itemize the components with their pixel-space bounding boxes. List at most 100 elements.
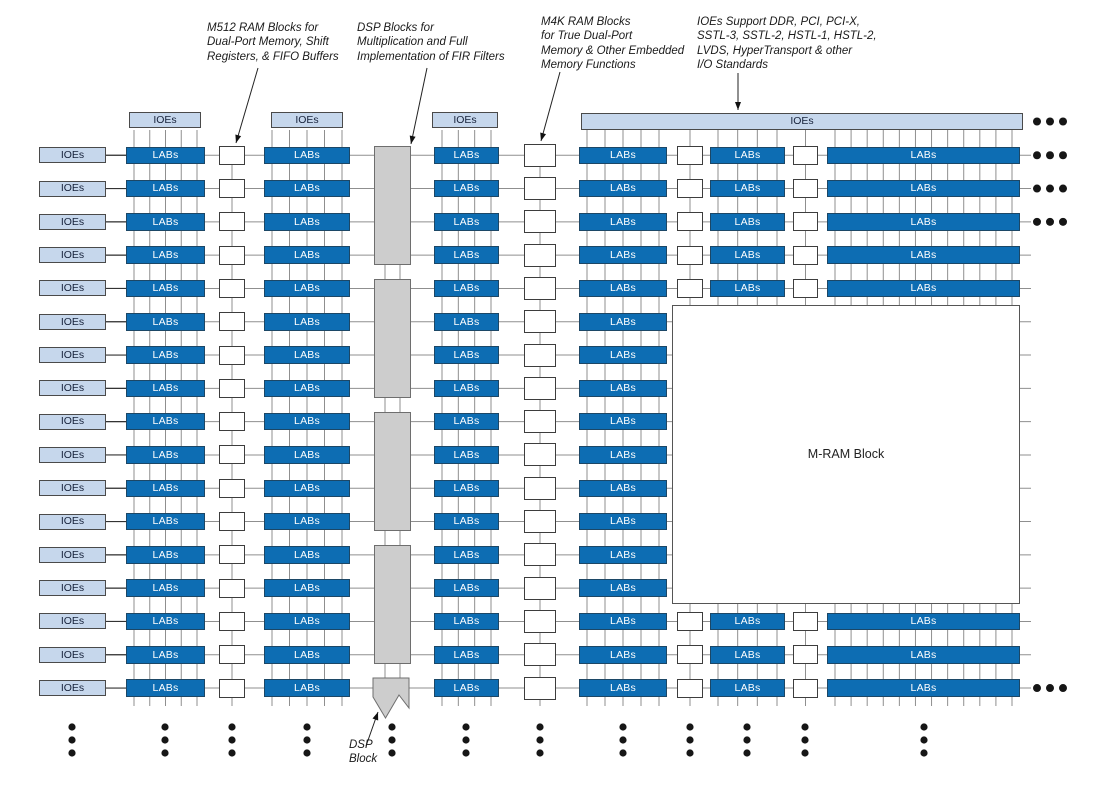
continuation-dot bbox=[536, 749, 544, 757]
dsp-block bbox=[374, 145, 411, 265]
dsp-block bbox=[374, 411, 411, 532]
lab-block: LABs bbox=[264, 479, 350, 497]
lab-block: LABs bbox=[579, 313, 667, 331]
m512-ram-block bbox=[219, 145, 245, 165]
lab-block: LABs bbox=[264, 512, 350, 531]
continuation-dot bbox=[1059, 117, 1067, 126]
lab-block: LABs bbox=[579, 213, 667, 231]
ioe-block: IOEs bbox=[39, 680, 106, 697]
m512-ram-block bbox=[793, 179, 818, 199]
lab-block: LABs bbox=[126, 179, 205, 198]
continuation-dot bbox=[1046, 151, 1054, 160]
m512-ram-block bbox=[677, 212, 703, 232]
m4k-ram-block bbox=[524, 643, 556, 667]
continuation-dot bbox=[619, 736, 627, 744]
lab-block: LABs bbox=[434, 479, 499, 497]
lab-block: LABs bbox=[434, 679, 499, 697]
m512-ram-block bbox=[219, 412, 245, 432]
lab-block: LABs bbox=[264, 313, 350, 331]
continuation-dot bbox=[920, 723, 928, 731]
continuation-dot bbox=[686, 749, 694, 757]
continuation-dot bbox=[462, 723, 470, 731]
ioe-block: IOEs bbox=[39, 546, 106, 563]
m512-ram-block bbox=[793, 278, 818, 298]
continuation-dot bbox=[303, 736, 311, 744]
lab-block: LABs bbox=[264, 412, 350, 431]
continuation-dot bbox=[743, 736, 751, 744]
continuation-dot bbox=[1033, 117, 1041, 126]
dsp-block-pointer-label: DSP Block bbox=[349, 739, 378, 766]
continuation-dot bbox=[161, 736, 169, 744]
lab-block: LABs bbox=[264, 146, 350, 164]
continuation-dot bbox=[68, 749, 76, 757]
lab-block: LABs bbox=[264, 612, 350, 631]
m512-ram-block bbox=[219, 512, 245, 532]
lab-block: LABs bbox=[579, 146, 667, 164]
continuation-dot bbox=[161, 749, 169, 757]
lab-block: LABs bbox=[579, 379, 667, 398]
m512-ram-block bbox=[793, 678, 818, 698]
continuation-dot bbox=[686, 723, 694, 731]
continuation-dot bbox=[228, 736, 236, 744]
lab-block: LABs bbox=[579, 446, 667, 464]
continuation-dot bbox=[68, 723, 76, 731]
lab-block: LABs bbox=[126, 646, 205, 664]
m4k-ram-block bbox=[524, 576, 556, 600]
continuation-dot bbox=[1046, 184, 1054, 193]
continuation-dot bbox=[1033, 217, 1041, 226]
ioe-block: IOEs bbox=[39, 513, 106, 530]
m4k-ram-block bbox=[524, 609, 556, 633]
lab-block: LABs bbox=[434, 146, 499, 164]
connector-line bbox=[410, 67, 428, 145]
continuation-dot bbox=[1033, 684, 1041, 693]
lab-block: LABs bbox=[264, 346, 350, 364]
continuation-dot bbox=[686, 736, 694, 744]
lab-block: LABs bbox=[434, 579, 499, 597]
lab-block: LABs bbox=[126, 379, 205, 398]
annotation-dsp: DSP Blocks for Multiplication and Full I… bbox=[357, 22, 505, 63]
ioe-block: IOEs bbox=[39, 180, 106, 197]
m4k-ram-block bbox=[524, 410, 556, 434]
m512-ram-block bbox=[219, 378, 245, 398]
m512-ram-block bbox=[219, 545, 245, 565]
m4k-ram-block bbox=[524, 310, 556, 334]
continuation-dot bbox=[462, 736, 470, 744]
m4k-ram-block bbox=[524, 376, 556, 400]
m512-ram-block bbox=[219, 678, 245, 698]
m4k-ram-block bbox=[524, 276, 556, 300]
lab-block: LABs bbox=[126, 246, 205, 264]
lab-block: LABs bbox=[434, 612, 499, 631]
continuation-dot bbox=[1059, 684, 1067, 693]
lab-block: LABs bbox=[579, 246, 667, 264]
m512-ram-block bbox=[677, 678, 703, 698]
continuation-dot bbox=[801, 749, 809, 757]
m512-ram-block bbox=[677, 179, 703, 199]
lab-block: LABs bbox=[126, 612, 205, 631]
ioe-block: IOEs bbox=[39, 147, 106, 164]
lab-block: LABs bbox=[126, 213, 205, 231]
m4k-ram-block bbox=[524, 543, 556, 567]
m4k-ram-block bbox=[524, 343, 556, 367]
lab-block: LABs bbox=[264, 546, 350, 564]
arrowhead bbox=[409, 135, 416, 144]
continuation-dot bbox=[228, 723, 236, 731]
continuation-dot bbox=[536, 736, 544, 744]
annotation-ioe-standards: IOEs Support DDR, PCI, PCI-X, SSTL-3, SS… bbox=[697, 16, 877, 72]
ioe-block: IOEs bbox=[39, 646, 106, 663]
lab-block: LABs bbox=[579, 179, 667, 198]
ioe-block: IOEs bbox=[39, 313, 106, 330]
lab-block: LABs bbox=[710, 179, 785, 198]
lab-block: LABs bbox=[434, 246, 499, 264]
lab-block: LABs bbox=[434, 313, 499, 331]
lab-block: LABs bbox=[579, 512, 667, 531]
ioe-block: IOEs bbox=[39, 213, 106, 230]
lab-block: LABs bbox=[126, 512, 205, 531]
lab-block: LABs bbox=[264, 446, 350, 464]
annotation-m4k: M4K RAM Blocks for True Dual-Port Memory… bbox=[541, 16, 685, 72]
lab-block: LABs bbox=[126, 446, 205, 464]
ioe-column-header-3: IOEs bbox=[432, 112, 498, 128]
continuation-dot bbox=[920, 749, 928, 757]
arrowhead bbox=[540, 132, 547, 141]
lab-block: LABs bbox=[434, 546, 499, 564]
continuation-dot bbox=[619, 723, 627, 731]
